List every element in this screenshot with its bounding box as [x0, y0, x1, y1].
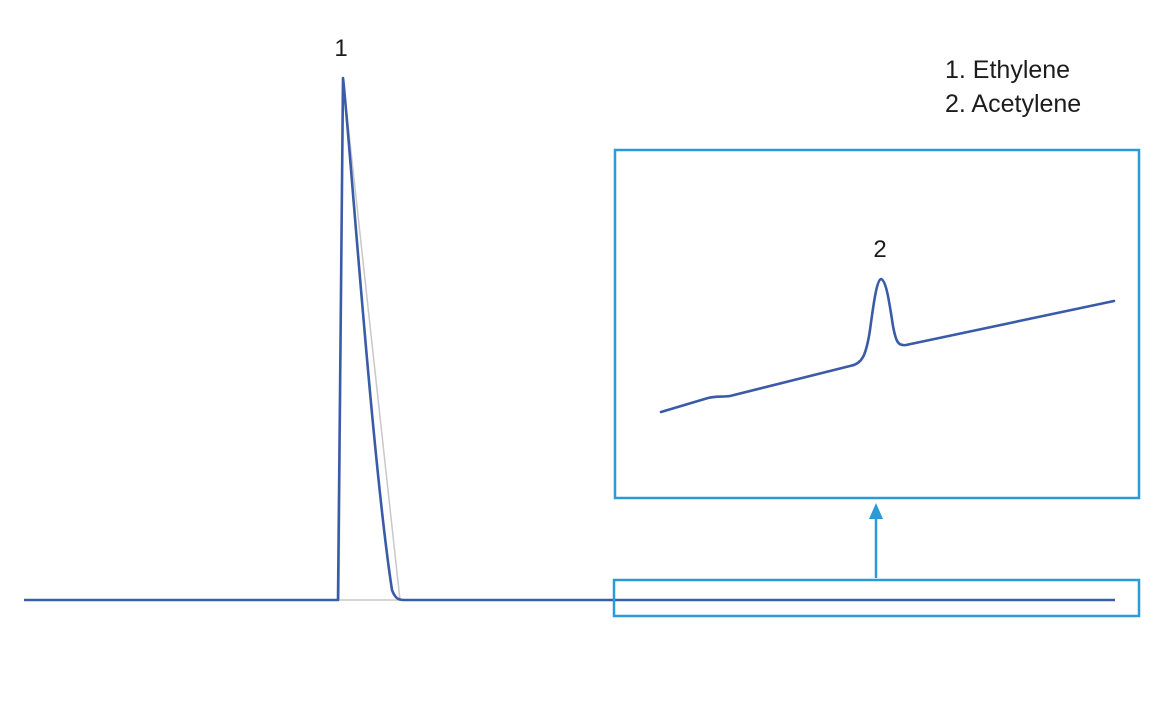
- zoom-region-box: [612, 578, 1141, 618]
- legend-item-ethylene: 1. Ethylene: [945, 56, 1070, 84]
- legend-item-acetylene: 2. Acetylene: [945, 90, 1081, 118]
- inset-frame: [613, 148, 1141, 500]
- peak-2-label: 2: [873, 236, 886, 263]
- peak-1-baseline-fill: [338, 77, 401, 601]
- series-line-inset: [659, 277, 1116, 414]
- zoom-arrow-head: [869, 503, 883, 519]
- series-line-main: [24, 76, 1115, 602]
- peak-1-label: 1: [334, 35, 347, 62]
